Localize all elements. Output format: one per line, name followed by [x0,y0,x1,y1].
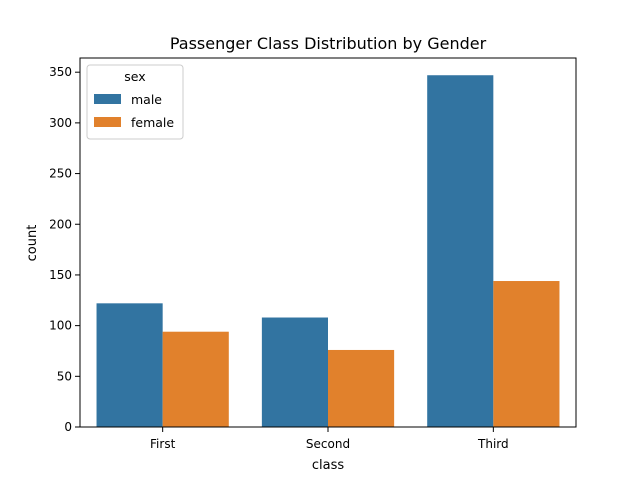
y-tick-label: 150 [49,268,72,282]
y-tick-label: 0 [64,420,72,434]
legend-label-male: male [131,92,162,107]
bar-male-third [427,75,494,427]
legend-items: male female [94,92,174,130]
y-axis-label: count [25,225,40,262]
bar-male-second [261,317,328,427]
bar-male-first [96,303,163,427]
x-tick-label: First [150,437,176,451]
y-tick-label: 200 [49,217,72,231]
bars-layer [96,75,560,427]
bar-female-first [162,331,229,427]
bar-female-third [493,281,560,427]
y-tick-label: 250 [49,167,72,181]
y-tick-label: 100 [49,319,72,333]
x-tick-label: Third [477,437,509,451]
legend-swatch-female [94,117,121,127]
bar-female-second [328,349,395,427]
y-tick-label: 350 [49,65,72,79]
y-axis: 0 50 100 150 200 250 300 350 [49,65,80,434]
chart-title: Passenger Class Distribution by Gender [170,34,487,53]
y-tick-label: 50 [57,369,72,383]
legend-title: sex [124,69,145,84]
legend-swatch-male [94,94,121,104]
legend-label-female: female [131,115,174,130]
x-tick-label: Second [306,437,350,451]
x-axis: First Second Third [150,427,509,451]
x-axis-label: class [312,458,344,473]
y-tick-label: 300 [49,116,72,130]
legend: sex male female [86,64,184,140]
